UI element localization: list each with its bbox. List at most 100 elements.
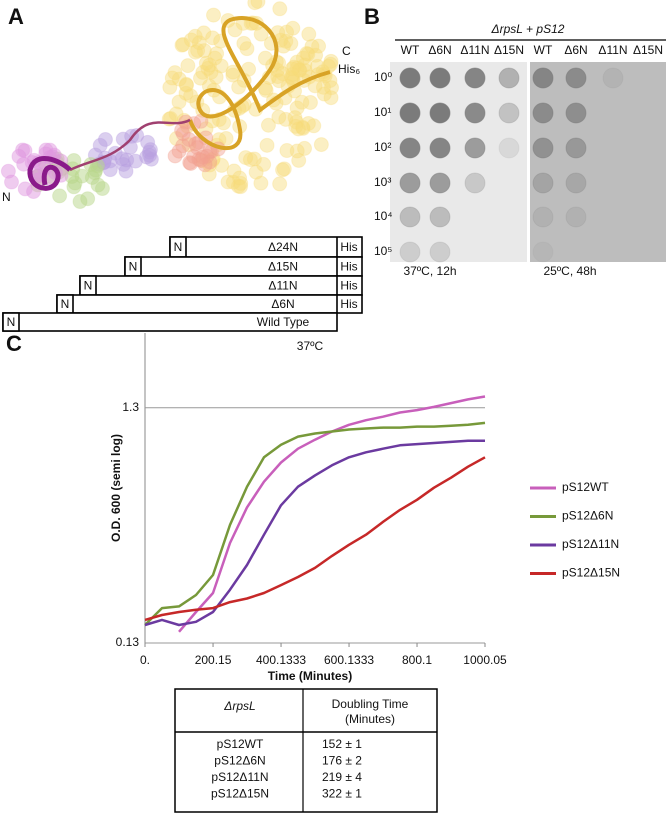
atom bbox=[164, 70, 180, 86]
atom bbox=[284, 70, 300, 86]
panel-label: C bbox=[6, 331, 22, 356]
atom bbox=[225, 67, 241, 83]
atom bbox=[226, 163, 242, 179]
construct-name: Δ15N bbox=[268, 260, 298, 274]
legend-label: pS12Δ15N bbox=[562, 566, 620, 580]
dilution-label: 10⁵ bbox=[374, 244, 392, 258]
atom bbox=[209, 46, 225, 62]
atom bbox=[178, 85, 194, 101]
construct-box bbox=[169, 236, 363, 258]
atom bbox=[17, 181, 33, 197]
atom bbox=[288, 114, 304, 130]
atom bbox=[270, 69, 286, 85]
atom bbox=[196, 43, 212, 59]
spot bbox=[565, 137, 587, 159]
ribbon bbox=[188, 16, 331, 150]
atom bbox=[316, 86, 332, 102]
x-tick-label: 0. bbox=[140, 653, 150, 667]
series-line bbox=[144, 421, 486, 626]
his-label: His bbox=[340, 240, 357, 254]
atom bbox=[288, 118, 304, 134]
plate-37 bbox=[390, 62, 527, 262]
atom bbox=[183, 88, 199, 104]
atom bbox=[306, 118, 322, 134]
spot bbox=[429, 206, 451, 228]
atom bbox=[271, 73, 287, 89]
spot bbox=[399, 172, 421, 194]
atom bbox=[248, 164, 264, 180]
atom bbox=[202, 154, 218, 170]
atom bbox=[162, 79, 178, 95]
atom bbox=[114, 151, 130, 167]
spot bbox=[399, 206, 421, 228]
spot bbox=[464, 102, 486, 124]
atom bbox=[178, 76, 194, 92]
atom bbox=[0, 163, 16, 179]
spot bbox=[464, 137, 486, 159]
atom bbox=[171, 94, 187, 110]
table-header: Doubling Time bbox=[332, 697, 409, 711]
atom bbox=[289, 143, 305, 159]
ribbon bbox=[69, 118, 191, 172]
column-label: Δ6N bbox=[428, 43, 451, 57]
construct-box bbox=[56, 294, 363, 314]
spot bbox=[429, 172, 451, 194]
atom bbox=[302, 94, 318, 110]
atom bbox=[182, 155, 198, 171]
atom bbox=[195, 149, 211, 165]
atom bbox=[205, 30, 221, 46]
table-header: ΔrpsL bbox=[223, 699, 255, 713]
atom bbox=[190, 43, 206, 59]
atom bbox=[220, 174, 236, 190]
spot bbox=[532, 67, 554, 89]
x-tick-label: 600.1333 bbox=[324, 653, 374, 667]
construct-box bbox=[79, 275, 363, 296]
atom bbox=[258, 82, 274, 98]
table-cell: 176 ± 2 bbox=[322, 754, 362, 768]
chart-title: 37ºC bbox=[297, 339, 324, 353]
atom bbox=[299, 45, 315, 61]
dilution-label: 10⁴ bbox=[374, 209, 393, 223]
atom bbox=[208, 69, 224, 85]
atom bbox=[291, 62, 307, 78]
atom bbox=[236, 35, 252, 51]
y-tick-label: 0.13 bbox=[116, 635, 140, 649]
atom bbox=[279, 143, 295, 159]
construct-name: Wild Type bbox=[257, 315, 310, 329]
column-label: Δ11N bbox=[460, 43, 489, 57]
atom bbox=[232, 170, 248, 186]
atom bbox=[323, 56, 339, 72]
atom bbox=[297, 140, 313, 156]
atom bbox=[284, 61, 300, 77]
spot bbox=[464, 172, 486, 194]
construct-box bbox=[124, 256, 363, 277]
condition-label: 37ºC, 12h bbox=[403, 264, 456, 278]
table-border bbox=[174, 688, 438, 813]
atom bbox=[198, 55, 214, 71]
spot bbox=[399, 137, 421, 159]
table-cell: pS12WT bbox=[217, 737, 264, 751]
atom bbox=[201, 57, 217, 73]
atom bbox=[242, 152, 258, 168]
atom bbox=[308, 47, 324, 63]
spot bbox=[565, 67, 587, 89]
spot bbox=[565, 102, 587, 124]
n-label: N bbox=[61, 297, 70, 311]
n-label: N bbox=[84, 279, 93, 293]
spot bbox=[429, 241, 451, 263]
column-label: WT bbox=[401, 43, 420, 57]
dilution-label: 10¹ bbox=[374, 105, 391, 119]
atom bbox=[218, 131, 234, 147]
atom bbox=[260, 117, 276, 133]
panel-label: B bbox=[364, 4, 380, 29]
x-tick-label: 1000.05 bbox=[463, 653, 507, 667]
atom bbox=[199, 148, 215, 164]
atom bbox=[213, 58, 229, 74]
atom bbox=[191, 151, 207, 167]
atom bbox=[238, 150, 254, 166]
atom bbox=[186, 148, 202, 164]
spot bbox=[399, 67, 421, 89]
dilution-label: 10³ bbox=[374, 175, 391, 189]
atom bbox=[285, 20, 301, 36]
